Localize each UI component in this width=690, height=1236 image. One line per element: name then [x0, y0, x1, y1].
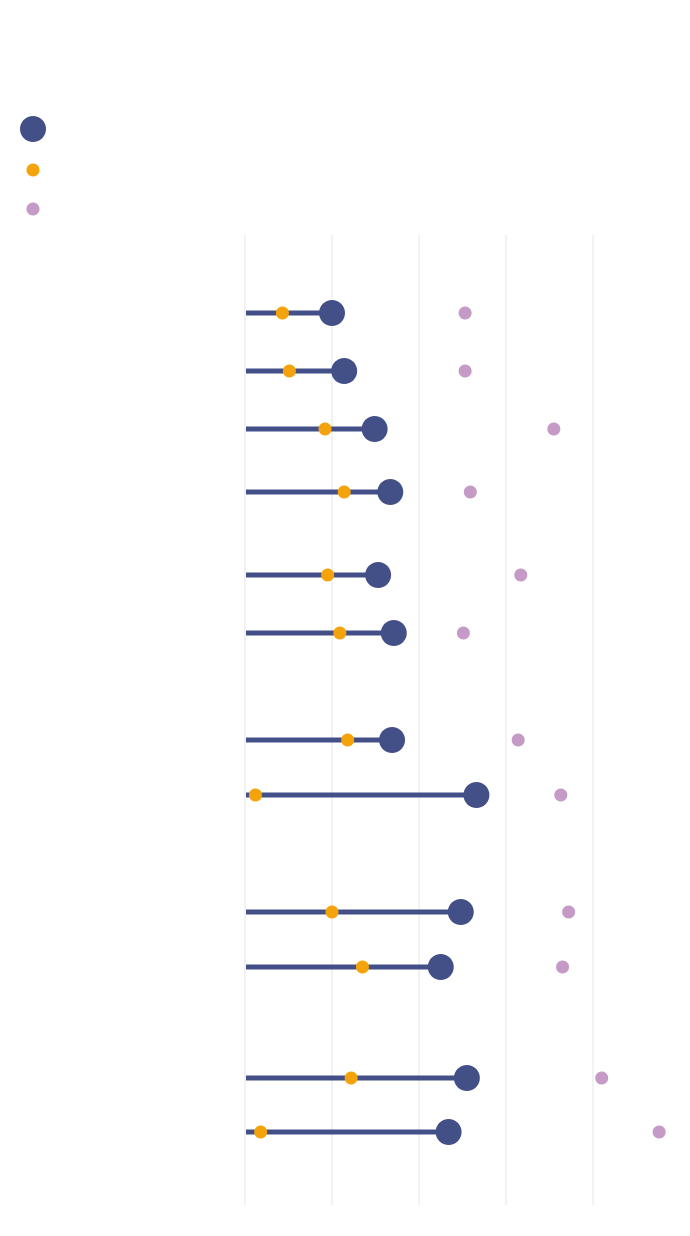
point-series-2	[595, 1071, 609, 1085]
point-series-0	[319, 300, 345, 326]
row-11	[246, 1065, 609, 1091]
point-series-2	[463, 485, 477, 499]
point-series-1	[333, 626, 347, 640]
point-series-2	[556, 960, 570, 974]
point-series-2	[554, 788, 568, 802]
row-2	[246, 358, 472, 384]
point-series-0	[331, 358, 358, 384]
point-series-2	[514, 568, 528, 582]
point-series-1	[275, 306, 289, 320]
row-6	[246, 620, 470, 646]
point-series-0	[435, 1119, 462, 1145]
gridlines	[244, 235, 594, 1205]
legend	[20, 116, 46, 216]
point-series-2	[511, 733, 525, 747]
point-series-1	[337, 485, 351, 499]
point-series-2	[652, 1125, 666, 1139]
row-10	[246, 954, 570, 980]
row-5	[246, 562, 528, 588]
point-series-1	[321, 568, 335, 582]
point-series-0	[447, 899, 474, 925]
point-series-0	[365, 562, 392, 588]
point-series-2	[458, 364, 472, 378]
legend-marker-series-2	[26, 202, 40, 216]
point-series-1	[355, 960, 369, 974]
row-12	[246, 1119, 666, 1145]
row-1	[246, 300, 472, 326]
point-series-0	[380, 620, 407, 646]
row-3	[246, 416, 561, 442]
row-4	[246, 479, 477, 505]
row-7	[246, 727, 525, 753]
point-series-0	[463, 782, 490, 808]
point-series-2	[458, 306, 472, 320]
point-series-2	[456, 626, 470, 640]
point-series-2	[562, 905, 576, 919]
point-series-0	[361, 416, 388, 442]
point-series-1	[318, 422, 332, 436]
point-series-1	[254, 1125, 268, 1139]
point-series-1	[325, 905, 339, 919]
point-series-2	[547, 422, 561, 436]
point-series-1	[344, 1071, 358, 1085]
row-8	[246, 782, 568, 808]
point-series-1	[248, 788, 262, 802]
point-series-1	[282, 364, 296, 378]
data-marks	[246, 300, 666, 1145]
row-9	[246, 899, 576, 925]
point-series-0	[379, 727, 406, 753]
point-series-0	[453, 1065, 480, 1091]
legend-marker-series-0	[20, 116, 46, 142]
point-series-0	[377, 479, 404, 505]
point-series-0	[427, 954, 454, 980]
legend-marker-series-1	[26, 163, 40, 177]
point-series-1	[341, 733, 355, 747]
